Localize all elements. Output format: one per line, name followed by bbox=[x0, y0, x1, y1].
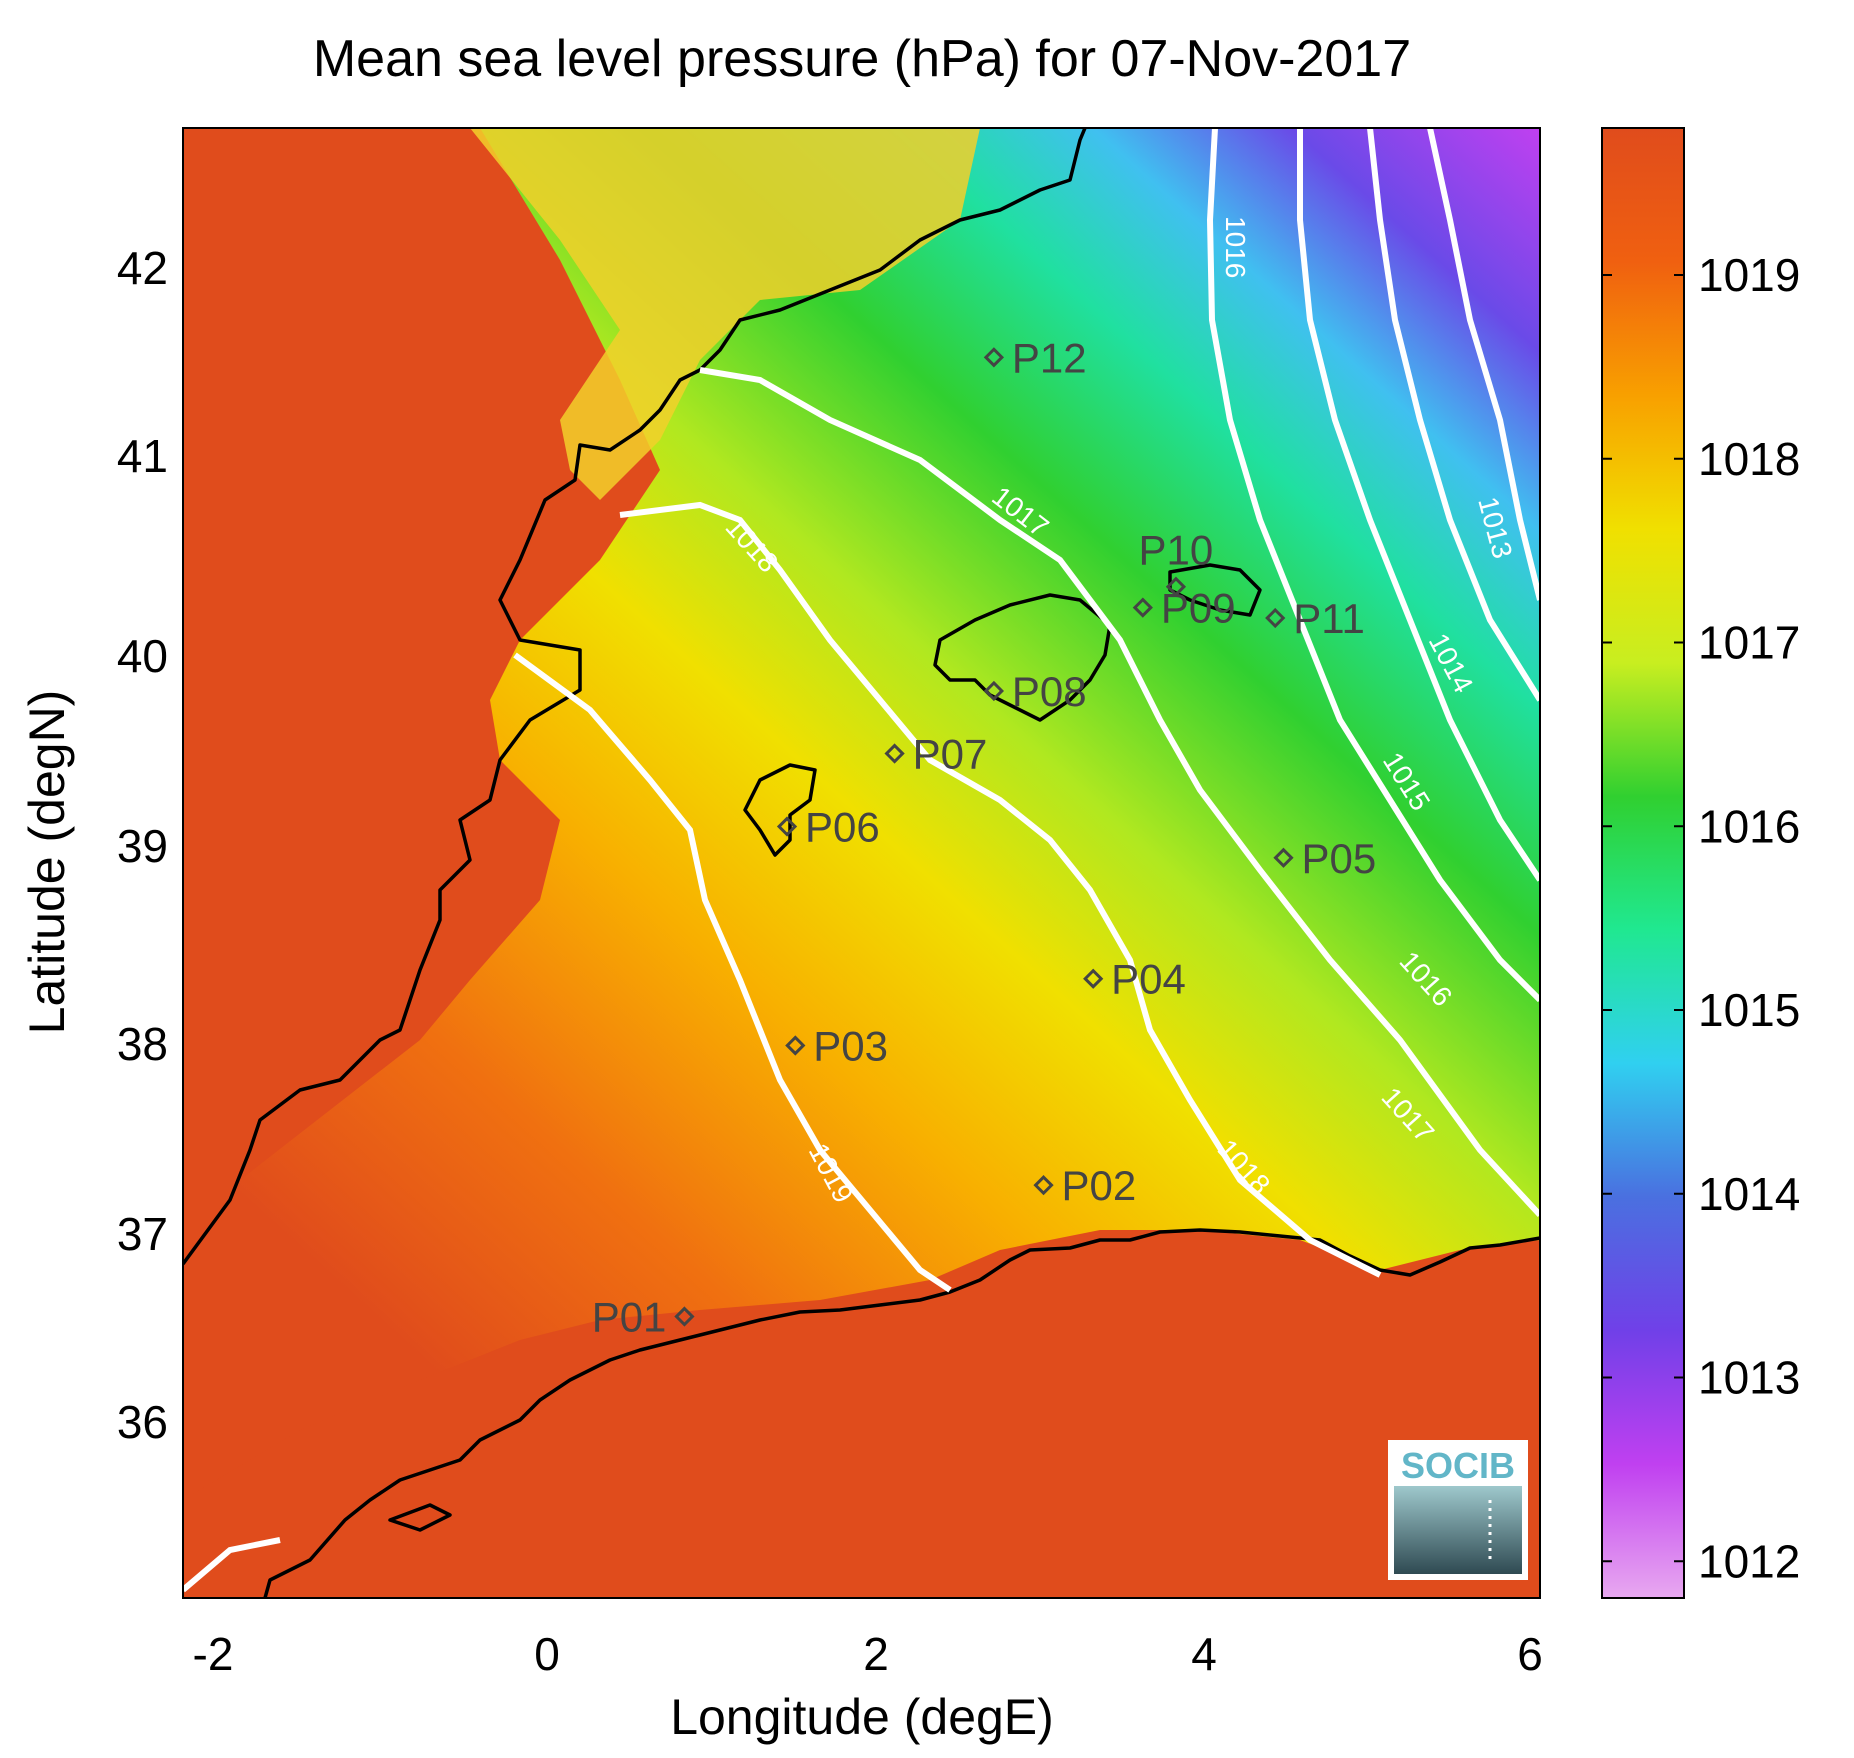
station-label-p06: P06 bbox=[805, 804, 880, 851]
colorbar-tick-label-1014: 1014 bbox=[1698, 1168, 1800, 1220]
station-marker-p10 bbox=[1165, 576, 1187, 597]
contour-1014 bbox=[1367, 128, 1540, 702]
station-marker-p07 bbox=[884, 743, 905, 764]
coastline bbox=[183, 128, 1540, 1598]
y-axis: 36 37 38 39 40 41 42 Latitude (degN) bbox=[19, 242, 168, 1448]
station-label-p01: P01 bbox=[592, 1294, 667, 1341]
station-label-p12: P12 bbox=[1012, 334, 1087, 381]
island-alboran-outline bbox=[388, 1503, 452, 1532]
island-mallorca-outline bbox=[933, 593, 1112, 722]
station-marker-p12 bbox=[983, 347, 1005, 368]
station-marker-p11 bbox=[1265, 607, 1286, 629]
colorbar-tick-label-1016: 1016 bbox=[1698, 800, 1800, 852]
station-label-p03: P03 bbox=[813, 1022, 888, 1069]
station-label-p02: P02 bbox=[1062, 1162, 1137, 1209]
plot-frame bbox=[182, 127, 1541, 1599]
colorbar: 1012 1013 1014 1015 1016 1017 1018 1019 bbox=[1601, 127, 1800, 1599]
land-north-yellow bbox=[470, 128, 980, 500]
land-south bbox=[183, 1230, 1540, 1598]
x-tick-label-4: 4 bbox=[1191, 1628, 1217, 1680]
map-title: Mean sea level pressure (hPa) for 07-Nov… bbox=[313, 30, 1411, 88]
station-marker-p04 bbox=[1083, 968, 1104, 989]
contour-1015 bbox=[1297, 128, 1540, 882]
station-label-p04: P04 bbox=[1111, 956, 1186, 1003]
station-label-p10: P10 bbox=[1139, 527, 1214, 574]
x-tick-label-6: 6 bbox=[1517, 1628, 1543, 1680]
colorbar-ticks: 1012 1013 1014 1015 1016 1017 1018 1019 bbox=[1602, 249, 1800, 1587]
island-ibiza-outline bbox=[743, 763, 817, 857]
station-label-p11: P11 bbox=[1293, 595, 1365, 642]
contour-1017 bbox=[699, 367, 1540, 1218]
station-marker-p05 bbox=[1273, 847, 1294, 868]
x-tick-label-neg2: -2 bbox=[193, 1628, 234, 1680]
station-marker-p08 bbox=[983, 680, 1005, 702]
station-label-p08: P08 bbox=[1012, 668, 1087, 715]
contour-1019-sw bbox=[183, 1537, 281, 1593]
contour-label-1016-a: 1016 bbox=[1220, 216, 1251, 278]
y-tick-label-39: 39 bbox=[117, 820, 168, 872]
station-marker-p09 bbox=[1132, 597, 1153, 618]
y-tick-label-36: 36 bbox=[117, 1396, 168, 1448]
x-axis-label: Longitude (degE) bbox=[670, 1689, 1054, 1745]
y-tick-label-42: 42 bbox=[117, 242, 168, 294]
x-tick-label-0: 0 bbox=[534, 1628, 560, 1680]
socib-logo: SOCIB bbox=[1388, 1440, 1528, 1580]
contour-1019 bbox=[513, 652, 952, 1293]
y-tick-label-38: 38 bbox=[117, 1018, 168, 1070]
station-label-p05: P05 bbox=[1301, 835, 1376, 882]
socib-logo-text: SOCIB bbox=[1401, 1445, 1515, 1486]
y-axis-label: Latitude (degN) bbox=[19, 690, 75, 1035]
colorbar-tick-label-1013: 1013 bbox=[1698, 1352, 1800, 1404]
contour-1018 bbox=[619, 501, 1382, 1278]
contour-1016 bbox=[1206, 128, 1540, 1003]
colorbar-tick-label-1019: 1019 bbox=[1698, 249, 1800, 301]
station-label-p07: P07 bbox=[913, 731, 988, 778]
station-marker-p01 bbox=[674, 1306, 695, 1327]
contour-1013 bbox=[1427, 128, 1540, 601]
station-marker-p02 bbox=[1033, 1175, 1054, 1196]
colorbar-tick-label-1018: 1018 bbox=[1698, 433, 1800, 485]
colorbar-tick-label-1015: 1015 bbox=[1698, 984, 1800, 1036]
station-marker-p06 bbox=[776, 816, 798, 837]
plot-area: 1019 1018 1018 1017 1017 1016 1016 1015 … bbox=[183, 128, 1540, 1598]
colorbar-tick-label-1017: 1017 bbox=[1698, 617, 1800, 669]
station-marker-p03 bbox=[785, 1035, 806, 1056]
land-west bbox=[183, 128, 660, 1260]
y-tick-label-40: 40 bbox=[117, 630, 168, 682]
pressure-contours bbox=[183, 128, 1540, 1593]
colorbar-tick-label-1012: 1012 bbox=[1698, 1535, 1800, 1587]
x-tick-label-2: 2 bbox=[863, 1628, 889, 1680]
x-axis: -2 0 2 4 6 Longitude (degE) bbox=[193, 1628, 1543, 1745]
colorbar-scale bbox=[1601, 127, 1685, 1599]
y-tick-label-41: 41 bbox=[117, 430, 168, 482]
y-tick-label-37: 37 bbox=[117, 1208, 168, 1260]
